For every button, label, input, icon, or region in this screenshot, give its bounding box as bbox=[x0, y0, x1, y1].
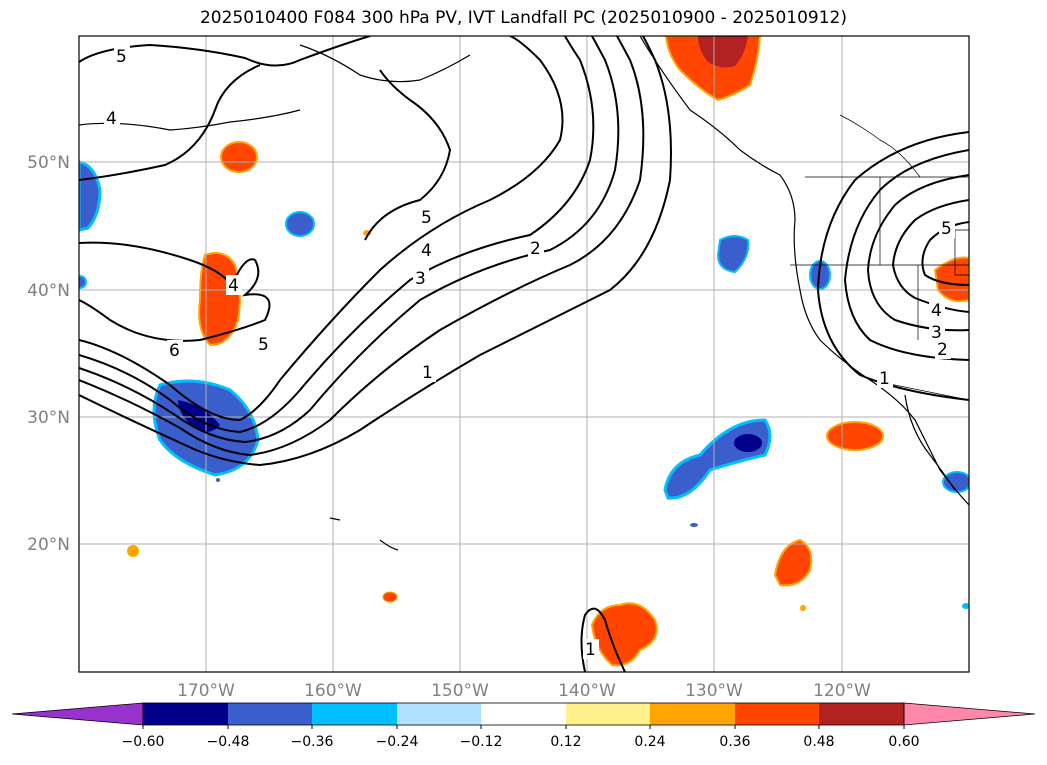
contour-label: 3 bbox=[931, 323, 942, 343]
contour-label: 4 bbox=[421, 241, 432, 261]
colorbar-bin bbox=[566, 703, 650, 725]
colorbar-tick: −0.48 bbox=[207, 734, 250, 750]
latitude-labels: 50°N 40°N 30°N 20°N bbox=[27, 153, 70, 555]
contour-label: 3 bbox=[415, 269, 426, 289]
colorbar-tick: −0.36 bbox=[291, 734, 334, 750]
lat-label-50n: 50°N bbox=[27, 153, 70, 173]
map-panel: 5 4 4 6 5 5 4 3 2 1 5 4 3 2 bbox=[79, 36, 969, 672]
contour-labels: 5 4 4 6 5 5 4 3 2 1 5 4 3 2 bbox=[104, 46, 955, 660]
pv-blob-orange-5 bbox=[773, 538, 813, 587]
pv-blob-blue-3 bbox=[716, 235, 750, 274]
ivt-contours bbox=[79, 36, 969, 672]
longitude-labels: 170°W 160°W 150°W 140°W 130°W 120°W bbox=[177, 681, 871, 701]
colorbar-tick: −0.12 bbox=[460, 734, 503, 750]
contour-label: 1 bbox=[879, 369, 890, 389]
pv-blob-orange-6 bbox=[590, 602, 658, 667]
lon-label-140w: 140°W bbox=[558, 681, 616, 701]
contour-label: 5 bbox=[116, 47, 127, 67]
lat-label-40n: 40°N bbox=[27, 281, 70, 301]
colorbar: −0.60 −0.48 −0.36 −0.24 −0.12 0.12 0.24 … bbox=[11, 702, 1036, 750]
colorbar-bin bbox=[397, 703, 481, 725]
contour-label: 1 bbox=[422, 363, 433, 383]
colorbar-tick: 0.24 bbox=[634, 734, 665, 750]
contour-label: 4 bbox=[931, 301, 942, 321]
colorbar-bin bbox=[819, 703, 904, 725]
colorbar-tick: 0.60 bbox=[888, 734, 919, 750]
colorbar-bin bbox=[143, 703, 228, 725]
contour-label: 2 bbox=[530, 239, 541, 259]
colorbar-tick: −0.24 bbox=[376, 734, 419, 750]
colorbar-bin bbox=[481, 703, 566, 725]
map-title: 2025010400 F084 300 hPa PV, IVT Landfall… bbox=[199, 8, 847, 28]
contour-label: 5 bbox=[941, 219, 952, 239]
pv-blob-orange-3 bbox=[826, 421, 884, 451]
gridlines bbox=[79, 36, 969, 672]
contour-label: 5 bbox=[258, 335, 269, 355]
contour-label: 4 bbox=[228, 276, 239, 296]
colorbar-low-extension bbox=[11, 702, 144, 726]
colorbar-tick: 0.48 bbox=[803, 734, 834, 750]
lon-label-170w: 170°W bbox=[177, 681, 235, 701]
lon-label-130w: 130°W bbox=[685, 681, 743, 701]
contour-label: 2 bbox=[937, 340, 948, 360]
colorbar-bin bbox=[228, 703, 312, 725]
lat-label-30n: 30°N bbox=[27, 408, 70, 428]
contour-label: 5 bbox=[421, 208, 432, 228]
colorbar-tick: 0.36 bbox=[719, 734, 750, 750]
lon-label-120w: 120°W bbox=[813, 681, 871, 701]
colorbar-bin bbox=[650, 703, 735, 725]
pv-blob-blue-1 bbox=[285, 211, 315, 237]
colorbar-bin bbox=[735, 703, 819, 725]
lon-label-160w: 160°W bbox=[304, 681, 362, 701]
pv-blob-orange-1 bbox=[220, 141, 258, 173]
colorbar-bin bbox=[312, 703, 397, 725]
lat-label-20n: 20°N bbox=[27, 535, 70, 555]
colorbar-tick: −0.60 bbox=[122, 734, 165, 750]
lon-label-150w: 150°W bbox=[431, 681, 489, 701]
contour-label: 1 bbox=[585, 640, 596, 660]
colorbar-tick: 0.12 bbox=[550, 734, 581, 750]
contour-label: 6 bbox=[169, 341, 180, 361]
contour-label: 4 bbox=[106, 109, 117, 129]
map-frame bbox=[78, 35, 970, 673]
colorbar-high-extension bbox=[903, 702, 1036, 726]
